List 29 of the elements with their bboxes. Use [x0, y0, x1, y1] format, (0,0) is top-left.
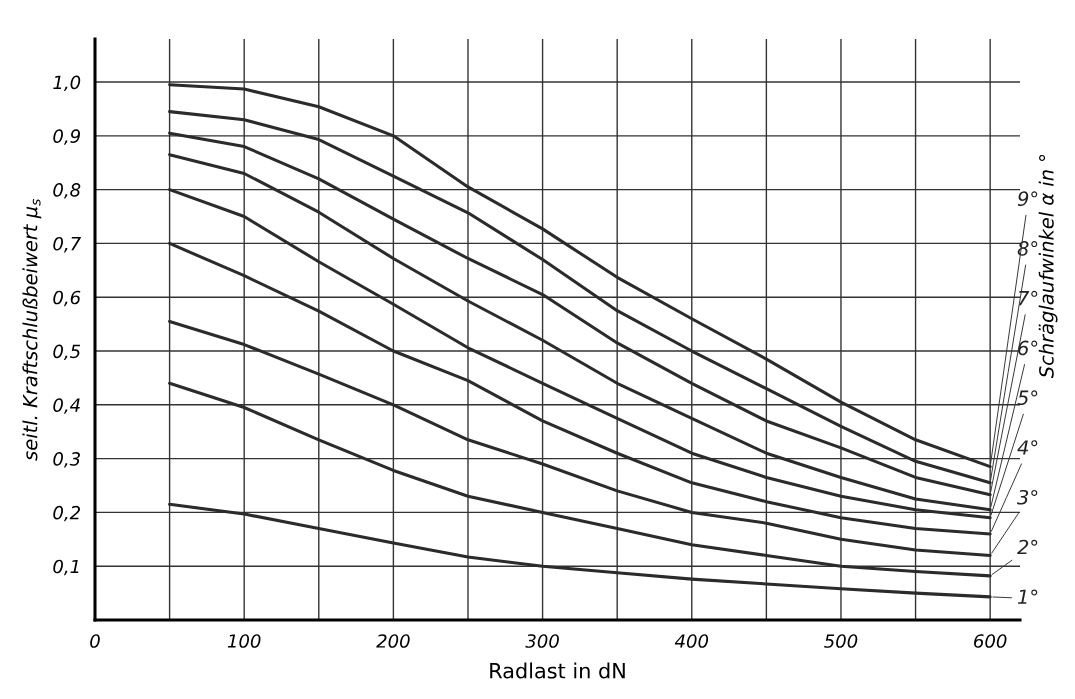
y-tick-label: 0,3 [53, 452, 80, 468]
x-tick-label: 500 [824, 634, 858, 648]
y-tick-label: 1,0 [53, 75, 81, 91]
text: 5° [1017, 390, 1038, 406]
x-tick-label: 400 [674, 634, 709, 648]
y-tick-label: 0,7 [53, 236, 81, 253]
text: 8° [1017, 241, 1038, 256]
y-axis-title: seitl. Kraftschlußbeiwert μ$_{s}$ [22, 198, 42, 461]
y-tick-label: 0,2 [53, 505, 80, 522]
x-axis-title: Radlast in dN [490, 662, 625, 679]
legend-title: Schräglaufwinkel α in ° [1038, 154, 1058, 379]
x-tick-label: 600 [974, 634, 1007, 648]
x-tick-label: 100 [227, 634, 261, 648]
legend-label: 1° [1017, 589, 1038, 604]
x-tick-label: 200 [376, 634, 410, 648]
y-tick-label: 0,9 [53, 129, 80, 145]
y-tick-label: 0,8 [53, 183, 81, 199]
text: 3° [1017, 489, 1038, 505]
x-tick-label: 300 [525, 634, 559, 648]
x-tick-label: 0 [90, 634, 100, 648]
text: 6° [1018, 340, 1038, 356]
y-tick-label: 0,5 [53, 344, 81, 360]
text: 7° [1018, 290, 1038, 306]
text: 9° [1017, 191, 1038, 207]
legend-label: 2° [1017, 539, 1038, 555]
y-tick-label: 0,6 [53, 290, 81, 307]
y-tick-label: 0,1 [53, 559, 79, 576]
text: 4° [1017, 440, 1038, 455]
y-tick-label: 0,4 [53, 398, 80, 414]
